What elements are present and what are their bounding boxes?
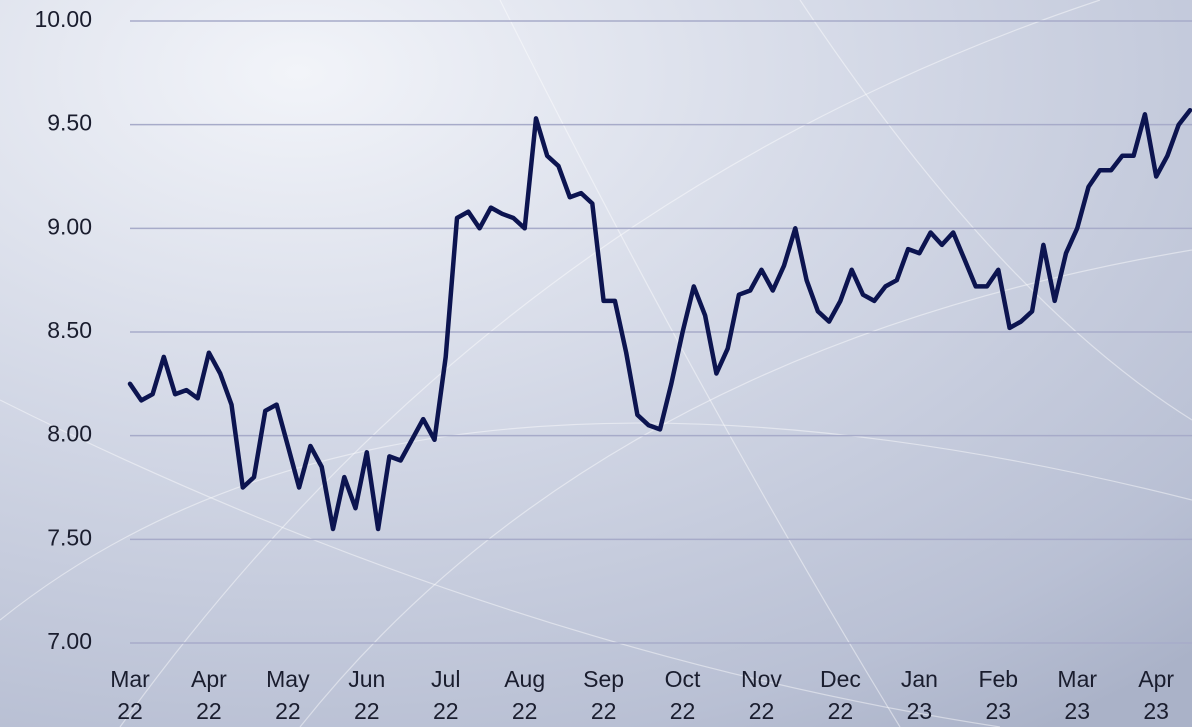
y-tick-label: 7.00 bbox=[47, 628, 92, 654]
x-tick-label-line: 23 bbox=[907, 698, 933, 724]
x-tick-label: Apr 22 bbox=[191, 666, 227, 724]
x-tick-label-line: 22 bbox=[196, 698, 222, 724]
x-tick-label: Jul 22 bbox=[431, 666, 460, 724]
x-tick-label-line: Feb bbox=[978, 666, 1018, 692]
x-tick-label: Mar 22 bbox=[110, 666, 150, 724]
x-tick-label: Sep 22 bbox=[583, 666, 624, 724]
x-tick-label-line: Jul bbox=[431, 666, 460, 692]
x-tick-label-line: 22 bbox=[749, 698, 775, 724]
x-tick-label-line: 22 bbox=[670, 698, 696, 724]
x-tick-label-line: 22 bbox=[117, 698, 143, 724]
x-tick-label: Apr 23 bbox=[1138, 666, 1174, 724]
x-tick-label-line: Jun bbox=[348, 666, 385, 692]
x-tick-label-line: Mar bbox=[1057, 666, 1097, 692]
x-tick-label-line: 22 bbox=[354, 698, 380, 724]
y-tick-label: 8.00 bbox=[47, 421, 92, 447]
x-tick-label: Jun 22 bbox=[348, 666, 385, 724]
x-tick-label-line: Sep bbox=[583, 666, 624, 692]
x-tick-label-line: 22 bbox=[828, 698, 854, 724]
x-tick-label-line: Mar bbox=[110, 666, 150, 692]
x-tick-label-line: 23 bbox=[986, 698, 1012, 724]
x-tick-label: May 22 bbox=[266, 666, 310, 724]
x-tick-label-line: Dec bbox=[820, 666, 861, 692]
x-tick-label: Dec 22 bbox=[820, 666, 861, 724]
x-tick-label-line: 22 bbox=[512, 698, 538, 724]
x-tick-label-line: Oct bbox=[665, 666, 701, 692]
x-tick-label: Oct 22 bbox=[665, 666, 701, 724]
y-tick-label: 9.50 bbox=[47, 110, 92, 136]
x-tick-label-line: 23 bbox=[1143, 698, 1169, 724]
x-tick-label-line: Nov bbox=[741, 666, 782, 692]
y-tick-label: 7.50 bbox=[47, 524, 92, 550]
x-tick-label: Mar 23 bbox=[1057, 666, 1097, 724]
x-tick-label-line: Aug bbox=[504, 666, 545, 692]
x-tick-label-line: 22 bbox=[591, 698, 617, 724]
x-tick-label: Nov 22 bbox=[741, 666, 782, 724]
x-tick-label-line: Jan bbox=[901, 666, 938, 692]
y-tick-label: 10.00 bbox=[34, 6, 92, 32]
x-tick-label-line: Apr bbox=[191, 666, 227, 692]
x-tick-label-line: May bbox=[266, 666, 310, 692]
y-tick-label: 9.00 bbox=[47, 213, 92, 239]
x-tick-label-line: 22 bbox=[275, 698, 301, 724]
x-tick-label-line: 23 bbox=[1064, 698, 1090, 724]
x-tick-label: Aug 22 bbox=[504, 666, 545, 724]
data-line bbox=[127, 107, 1192, 532]
y-tick-label: 8.50 bbox=[47, 317, 92, 343]
x-tick-label-line: 22 bbox=[433, 698, 459, 724]
x-tick-label: Feb 23 bbox=[978, 666, 1018, 724]
x-tick-label: Jan 23 bbox=[901, 666, 938, 724]
x-tick-label-line: Apr bbox=[1138, 666, 1174, 692]
